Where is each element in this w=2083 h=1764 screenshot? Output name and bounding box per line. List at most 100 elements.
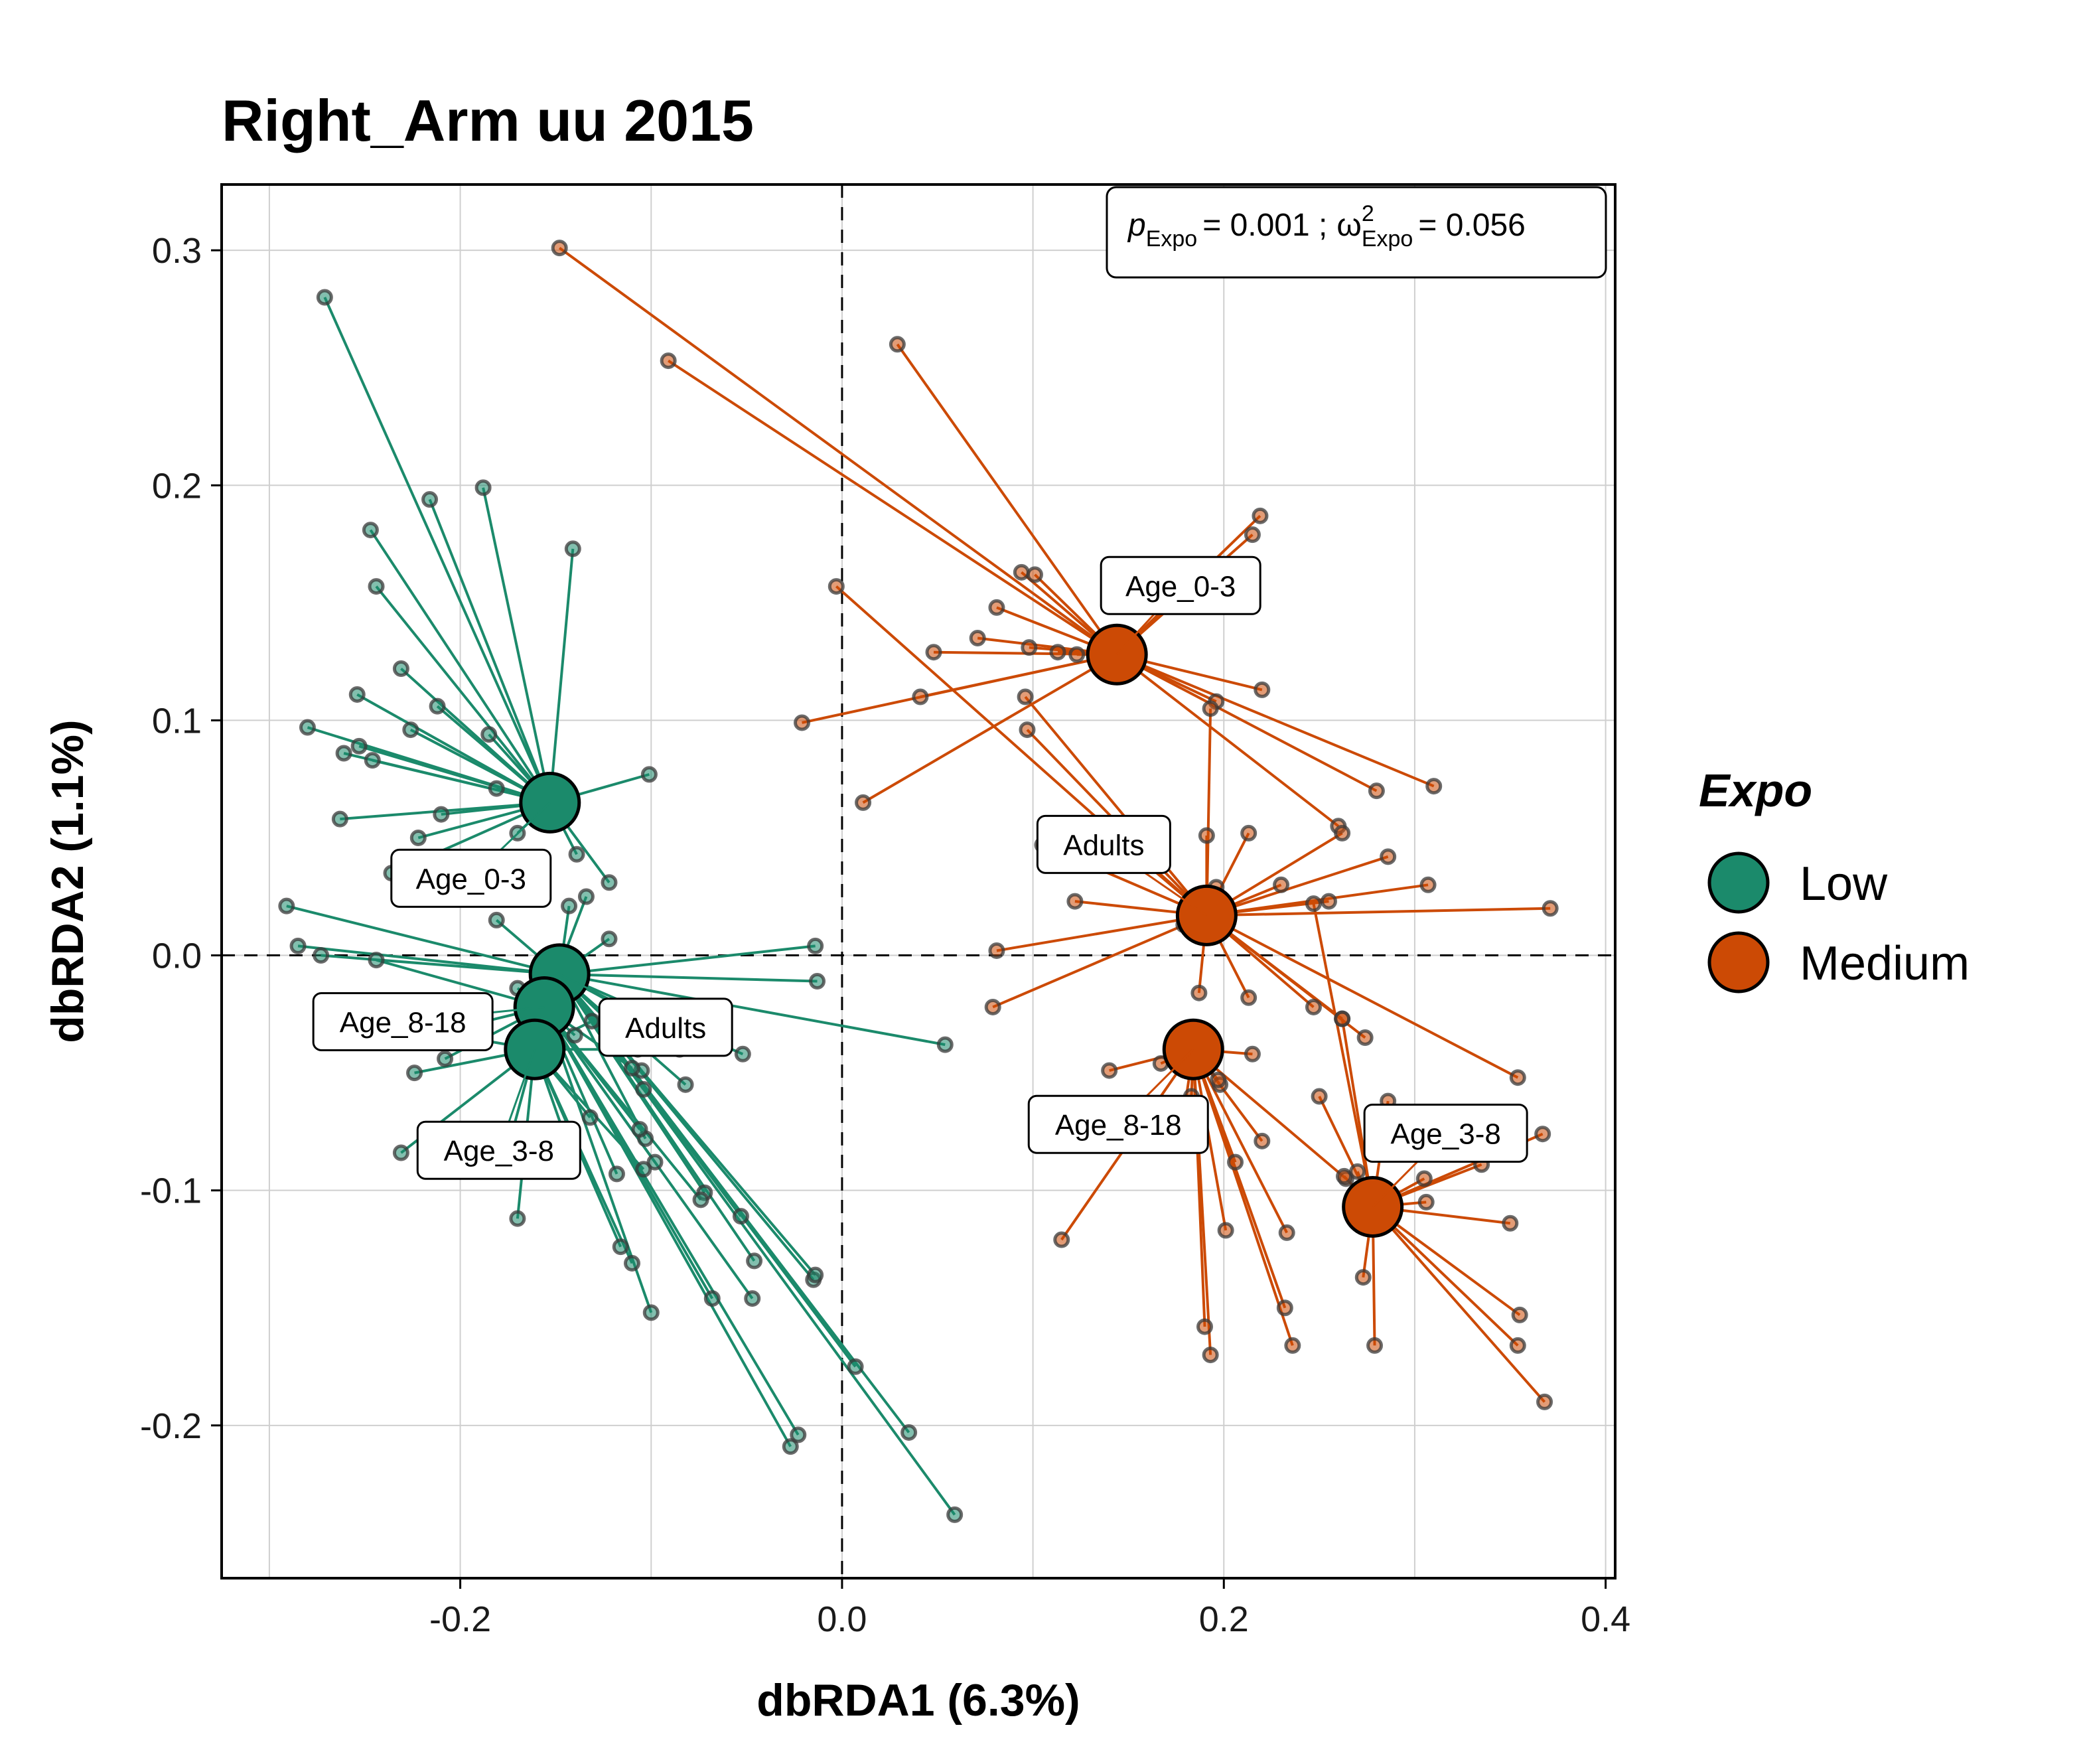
data-point-medium	[1244, 526, 1261, 544]
data-point-low	[402, 721, 419, 739]
data-point-low	[734, 1045, 751, 1063]
data-point-medium	[1368, 782, 1385, 800]
spoke-medium	[992, 914, 1208, 1009]
centroid-label-box	[598, 997, 733, 1057]
legend-label-low: Low	[1800, 857, 1888, 911]
centroid-label: Age_3-8	[444, 1135, 554, 1167]
data-point-low	[744, 1290, 761, 1307]
y-tick-label: 0.2	[152, 466, 202, 506]
data-point-medium	[1202, 700, 1219, 717]
data-point-medium	[660, 352, 677, 370]
spoke-medium	[1206, 907, 1551, 917]
legend-label-medium: Medium	[1800, 937, 1970, 990]
data-point-low	[348, 686, 366, 703]
centroid-label: Adults	[1063, 829, 1144, 861]
spoke-low	[286, 905, 560, 976]
data-point-low	[564, 540, 581, 557]
centroid-label: Age_3-8	[1390, 1118, 1500, 1150]
data-point-low	[612, 1238, 629, 1256]
data-point-medium	[1417, 1193, 1435, 1211]
data-point-medium	[988, 942, 1005, 959]
data-point-low	[480, 726, 498, 743]
data-point-medium	[1196, 1318, 1214, 1335]
data-point-medium	[1017, 688, 1034, 705]
y-tick-label: -0.1	[140, 1171, 202, 1211]
spoke-low	[543, 1006, 792, 1447]
data-point-medium	[855, 794, 872, 811]
data-point-medium	[1366, 1337, 1384, 1354]
data-point-medium	[1278, 1224, 1295, 1241]
omega-value: = 0.056	[1418, 208, 1525, 243]
data-point-low	[577, 888, 595, 905]
data-point-medium	[1334, 1010, 1351, 1027]
centroid-labels: Age_0-3 Adults Age_8-18 Age_3-8 Age_0-3 Adult…	[312, 555, 1528, 1208]
spoke-medium	[668, 359, 1118, 656]
data-point-medium	[1013, 563, 1030, 581]
centroid-label-box	[1100, 555, 1261, 615]
y-tick-label: -0.2	[140, 1406, 202, 1446]
spoke-medium	[1192, 1049, 1294, 1347]
data-point-medium	[1021, 639, 1038, 656]
data-point-medium	[1210, 1071, 1227, 1088]
data-point-medium	[1311, 1088, 1328, 1105]
data-point-low	[409, 829, 427, 846]
data-point-low	[433, 806, 450, 823]
data-point-medium	[1509, 1337, 1526, 1354]
data-point-medium	[1336, 1167, 1353, 1185]
data-point-low	[790, 1426, 807, 1443]
data-point-medium	[1276, 1299, 1293, 1317]
data-point-medium	[1240, 989, 1257, 1006]
data-point-low	[946, 1506, 964, 1523]
data-point-medium	[1509, 1069, 1526, 1086]
p-symbol: p	[1127, 208, 1146, 243]
spoke-low	[321, 954, 560, 976]
data-point-low	[364, 752, 381, 769]
data-point-low	[406, 1065, 423, 1082]
data-point-medium	[1049, 644, 1066, 661]
data-point-low	[631, 1121, 648, 1138]
data-point-low	[566, 1027, 583, 1044]
spoke-medium	[1116, 653, 1378, 792]
spoke-low	[428, 498, 551, 804]
data-point-low	[601, 930, 618, 948]
data-point-low	[646, 1153, 664, 1171]
data-point-medium	[1198, 827, 1215, 844]
spoke-medium	[1312, 903, 1374, 1207]
data-point-medium	[1202, 1347, 1219, 1364]
data-point-medium	[827, 578, 845, 595]
data-point-medium	[988, 599, 1005, 616]
spoke-medium	[558, 246, 1118, 656]
data-point-low	[289, 937, 307, 954]
data-point-medium	[1425, 778, 1443, 795]
data-point-medium	[1244, 1045, 1261, 1063]
data-point-medium	[1349, 1163, 1366, 1180]
spoke-medium	[996, 914, 1207, 952]
data-point-low	[561, 897, 578, 915]
data-point-medium	[1217, 1222, 1234, 1239]
data-point-low	[488, 780, 505, 797]
data-point-low	[732, 1208, 749, 1225]
centroid-label-box	[1036, 814, 1171, 874]
p-subscript: Expo	[1146, 226, 1198, 252]
data-point-low	[807, 937, 824, 954]
data-point-low	[809, 973, 826, 990]
data-point-low	[335, 745, 352, 762]
data-point-low	[900, 1424, 918, 1441]
data-point-medium	[1254, 681, 1271, 698]
data-point-medium	[1254, 1132, 1271, 1149]
data-point-medium	[984, 998, 1001, 1015]
data-point-low	[807, 1266, 824, 1284]
data-point-low	[392, 660, 409, 678]
data-point-low	[350, 737, 368, 755]
data-point-low	[392, 1144, 409, 1161]
data-point-low	[278, 897, 295, 915]
x-axis-title: dbRDA1 (6.3%)	[756, 1675, 1080, 1726]
data-point-medium	[1334, 824, 1351, 842]
data-point-medium	[1536, 1393, 1553, 1410]
data-point-low	[635, 1080, 652, 1098]
data-point-low	[313, 947, 330, 964]
stats-annotation-text: pExpo = 0.001 ; ω2 Expo = 0.056	[1127, 201, 1526, 252]
data-point-medium	[1511, 1306, 1528, 1323]
data-point-medium	[1284, 1337, 1301, 1354]
spoke-medium	[1206, 855, 1389, 917]
